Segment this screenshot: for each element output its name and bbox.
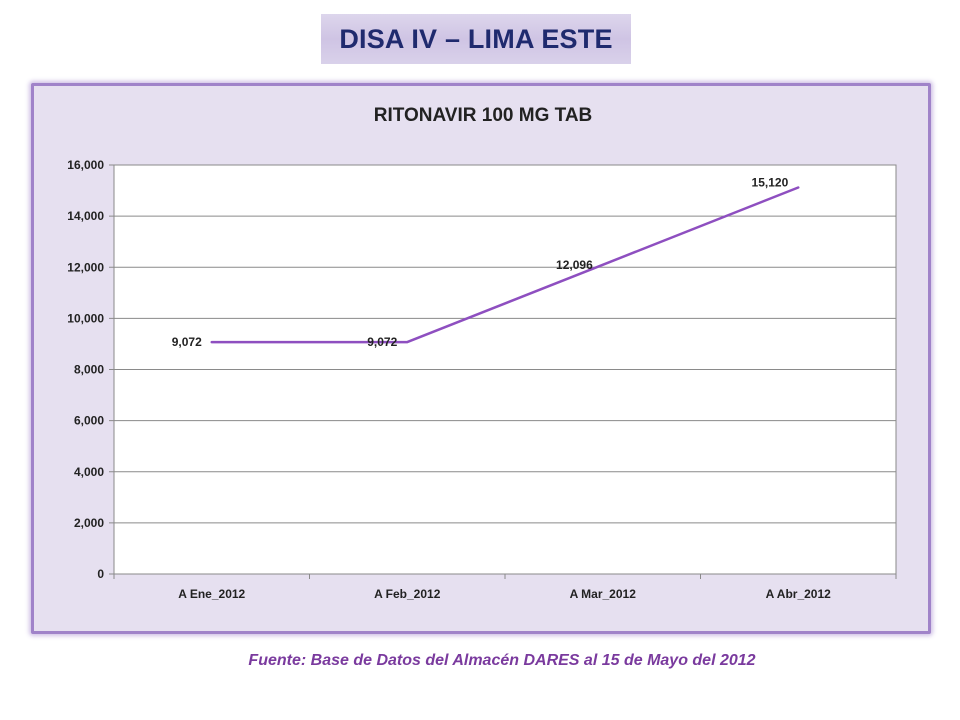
- header-banner: DISA IV – LIMA ESTE: [321, 14, 631, 64]
- data-label: 12,096: [556, 258, 593, 272]
- gridlines: [114, 215, 896, 524]
- x-tick-label: A Feb_2012: [374, 587, 441, 601]
- y-tick-label: 16,000: [67, 158, 104, 172]
- chart-title: RITONAVIR 100 MG TAB: [374, 105, 593, 126]
- chart-panel: RITONAVIR 100 MG TAB 0 2,000 4,000 6,000 8,0…: [31, 83, 931, 634]
- x-tick-label: A Mar_2012: [570, 587, 637, 601]
- y-tick-label: 10,000: [67, 311, 104, 325]
- y-tick-label: 2,000: [74, 516, 104, 530]
- y-tick-label: 0: [97, 567, 104, 581]
- y-axis: 0 2,000 4,000 6,000 8,000 10,000 12,000 14,000 1…: [67, 158, 114, 581]
- series-ritonavir: [210, 186, 800, 344]
- y-tick-label: 4,000: [74, 465, 104, 479]
- series-line: [210, 186, 800, 344]
- source-text: Fuente: Base de Datos del Almacén DARES …: [248, 652, 756, 669]
- line-chart: RITONAVIR 100 MG TAB 0 2,000 4,000 6,000 8,0…: [67, 105, 897, 601]
- x-tick-label: A Ene_2012: [178, 587, 245, 601]
- source-note: Fuente: Base de Datos del Almacén DARES …: [0, 652, 960, 670]
- y-tick-label: 14,000: [67, 209, 104, 223]
- data-label: 15,120: [752, 175, 789, 189]
- x-axis: A Ene_2012 A Feb_2012 A Mar_2012 A Abr_2012: [113, 574, 897, 601]
- y-tick-label: 8,000: [74, 363, 104, 377]
- data-label: 9,072: [172, 335, 202, 349]
- y-tick-label: 6,000: [74, 414, 104, 428]
- x-tick-label: A Abr_2012: [766, 587, 831, 601]
- slide-title: DISA IV – LIMA ESTE: [339, 23, 613, 54]
- data-label: 9,072: [367, 335, 397, 349]
- data-labels: 9,072 9,072 12,096 15,120: [172, 175, 789, 349]
- y-tick-label: 12,000: [67, 260, 104, 274]
